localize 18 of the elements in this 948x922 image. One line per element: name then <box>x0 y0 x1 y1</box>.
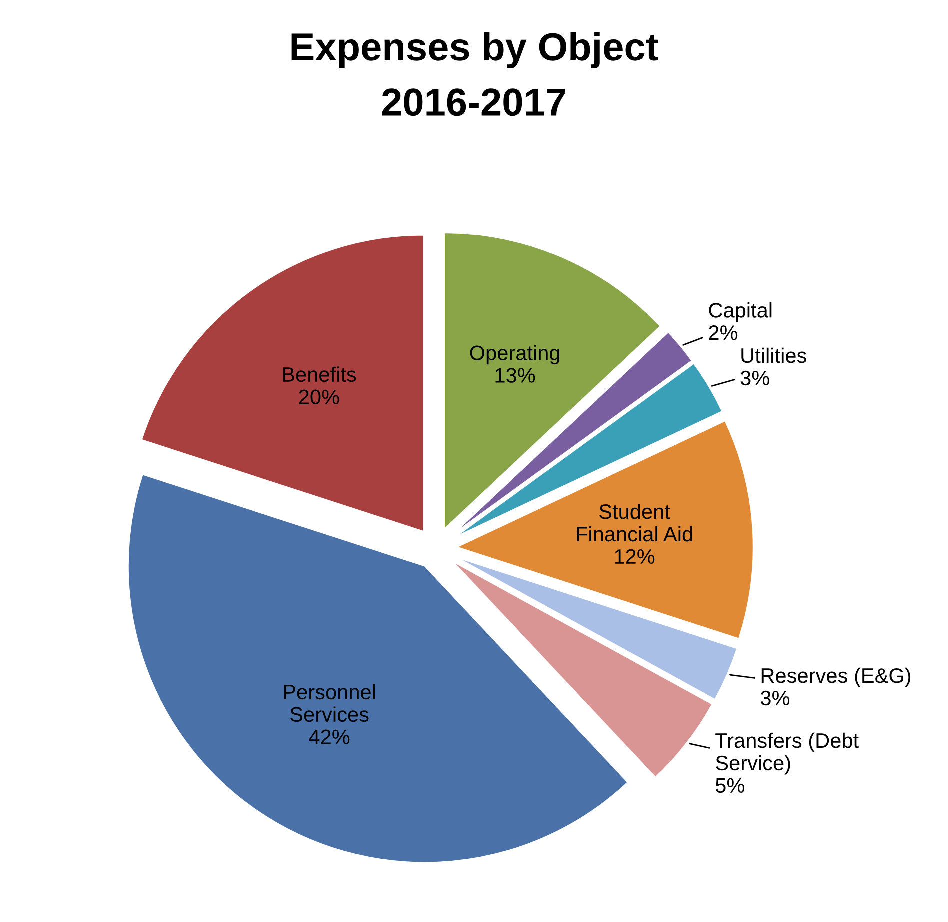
slice-label: Operating <box>470 345 560 365</box>
slice-label: Benefits <box>283 366 356 382</box>
slice-label: Transfers (Debt Service) <box>716 732 859 775</box>
slice-label: Student Financial Aid <box>577 504 692 542</box>
data-label: 13% <box>496 368 536 383</box>
data-label: 3% <box>760 690 790 706</box>
data-label: 2% <box>709 326 738 340</box>
slice-label: Reserves (E&G) <box>762 668 911 688</box>
slice-label: Capital <box>709 302 772 322</box>
data-label: 42% <box>309 730 350 744</box>
data-label: 12% <box>615 549 655 564</box>
chart-title: Expenses by Object <box>292 32 658 69</box>
data-label: 3% <box>740 370 770 386</box>
slice-label: Personnel Services <box>284 684 376 722</box>
slice-label: Utilities <box>742 348 806 364</box>
data-label: 5% <box>716 778 744 794</box>
data-label: 20% <box>299 390 340 405</box>
chart-subtitle: 2016-2017 <box>382 88 566 116</box>
